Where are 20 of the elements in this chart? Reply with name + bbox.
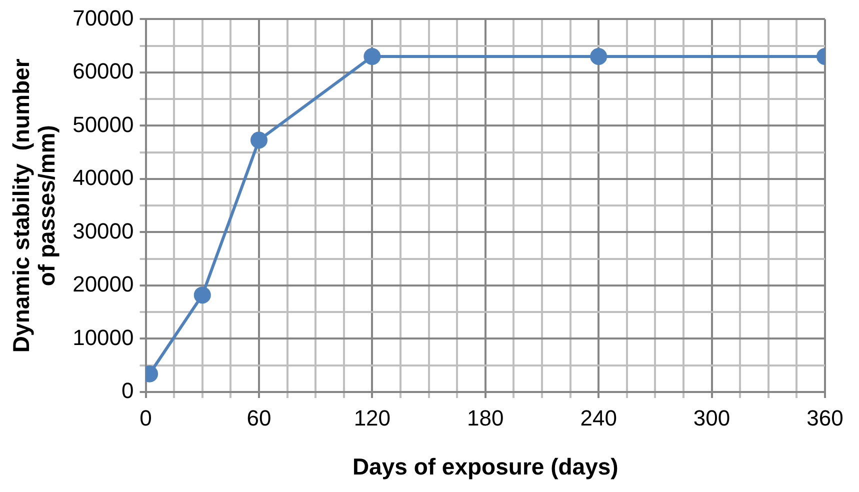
y-tick-label: 60000 <box>72 58 134 84</box>
y-tick-label: 30000 <box>72 218 134 244</box>
y-tick-label: 70000 <box>72 5 134 30</box>
y-axis-title: Dynamic stability (number of passes/mm) <box>8 58 60 353</box>
x-tick-label: 120 <box>354 405 391 430</box>
x-tick-label: 300 <box>693 405 730 430</box>
y-tick-label: 10000 <box>72 324 134 350</box>
y-tick-label: 20000 <box>72 272 134 297</box>
y-tick-label: 40000 <box>72 165 134 190</box>
y-tick-label: 0 <box>122 378 134 404</box>
x-tick-label: 240 <box>580 405 617 430</box>
x-tick-label: 60 <box>246 405 272 430</box>
x-tick-label: 360 <box>806 405 844 430</box>
point <box>250 132 268 149</box>
x-tick-label: 180 <box>467 405 504 430</box>
y-tick-label: 50000 <box>72 112 134 137</box>
x-tick-label: 0 <box>140 405 152 430</box>
point <box>194 286 211 304</box>
point <box>364 48 381 65</box>
x-axis-title: Days of exposure (days) <box>352 454 618 480</box>
